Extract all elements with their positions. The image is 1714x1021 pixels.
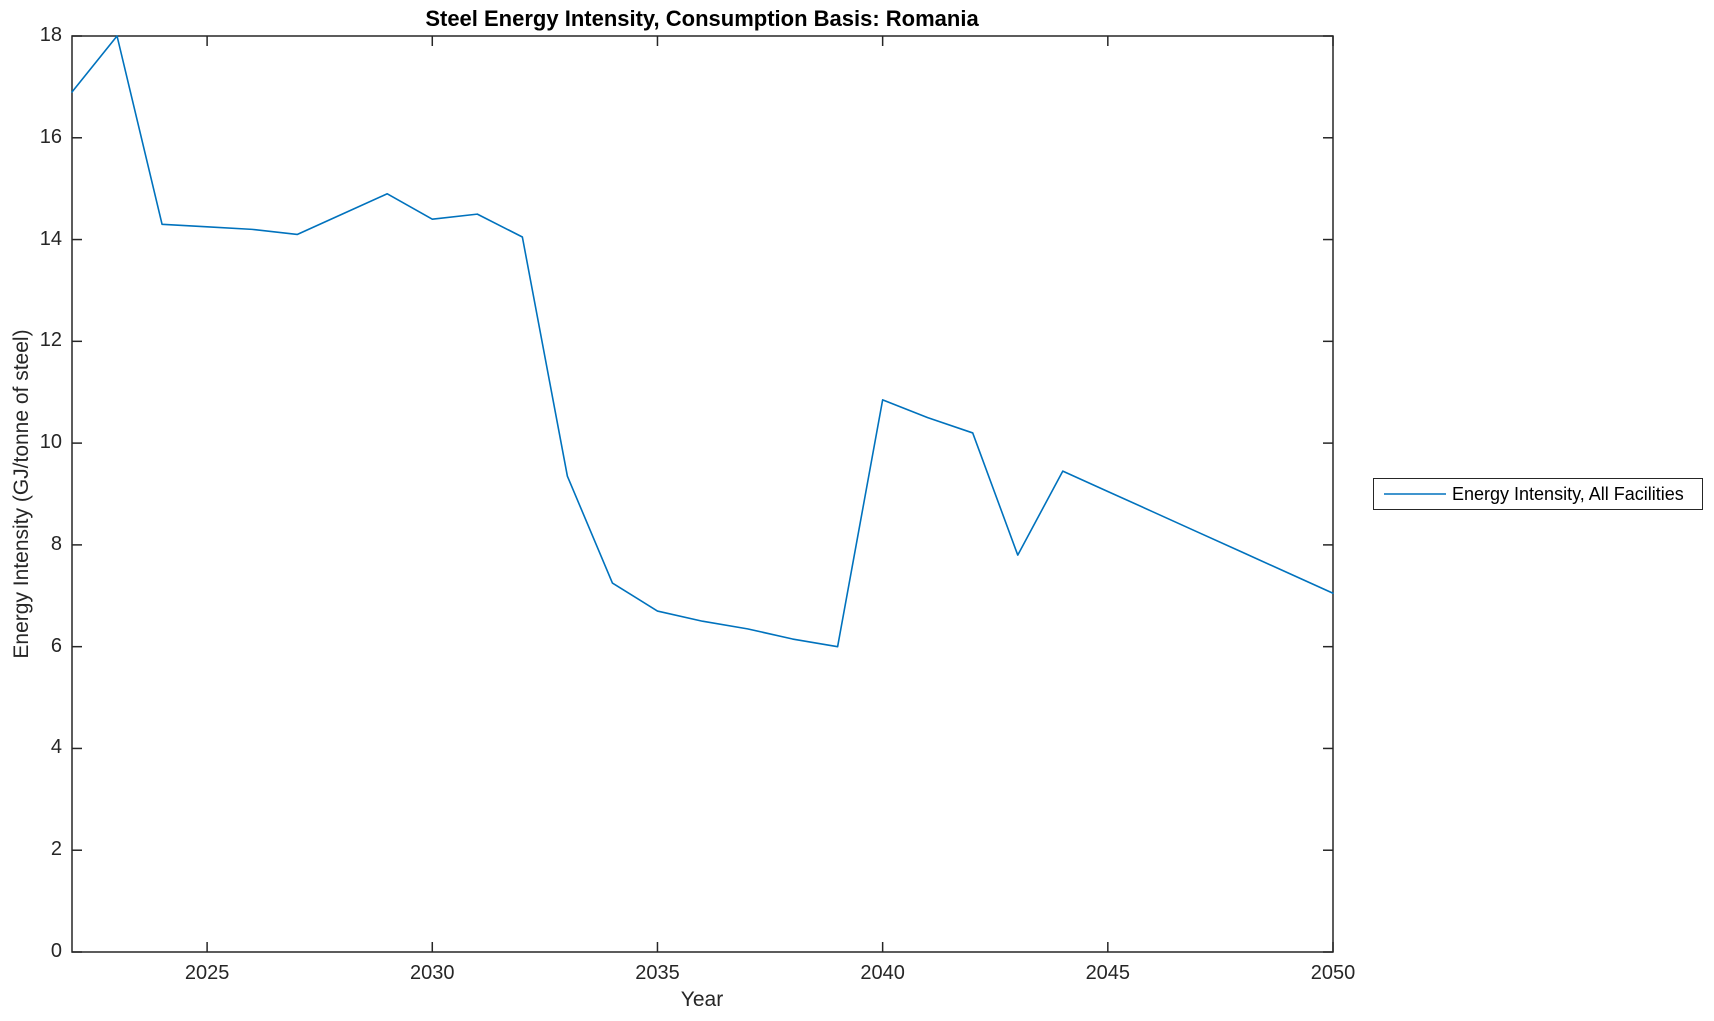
x-axis-label: Year [680, 988, 724, 1011]
x-tick-label: 2025 [184, 962, 230, 984]
y-tick-label: 6 [50, 634, 62, 657]
y-tick-label: 0 [50, 940, 62, 962]
legend-label: Energy Intensity, All Facilities [1452, 483, 1684, 504]
y-tick-label: 8 [50, 532, 62, 555]
y-axis-label: Energy Intensity (GJ/tonne of steel) [10, 329, 33, 659]
plot-border [71, 35, 1334, 953]
y-tick-label: 12 [39, 329, 62, 352]
x-tick-label: 2030 [410, 962, 455, 984]
legend-line-sample-icon [1384, 493, 1446, 495]
y-tick-label: 2 [50, 838, 62, 861]
y-tick-label: 4 [50, 736, 62, 759]
y-tick-label: 18 [39, 24, 62, 46]
x-tick-label: 2050 [1310, 962, 1356, 984]
x-tick-label: 2040 [860, 962, 905, 984]
y-tick-label: 10 [39, 431, 62, 454]
series-line [71, 35, 1334, 648]
x-tick-label: 2045 [1085, 962, 1131, 984]
y-tick-label: 14 [39, 227, 62, 250]
chart-title: Steel Energy Intensity, Consumption Basi… [425, 6, 979, 31]
y-tick-label: 16 [39, 125, 62, 148]
legend: Energy Intensity, All Facilities [1373, 478, 1703, 510]
x-tick-label: 2035 [635, 962, 680, 984]
